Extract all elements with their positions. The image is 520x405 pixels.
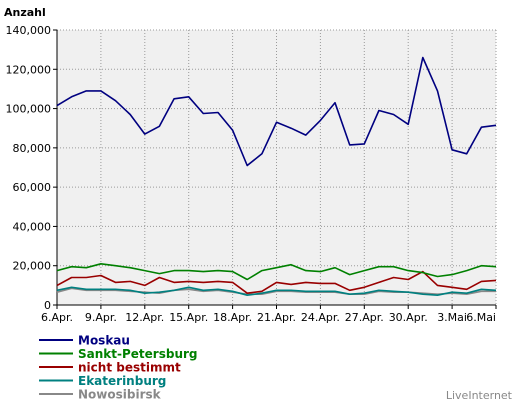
grid xyxy=(56,29,497,306)
y-tick-label: 100,000 xyxy=(6,103,52,116)
x-tick-label: 6.Mai xyxy=(466,311,496,324)
branding-label: LiveInternet xyxy=(446,389,513,402)
y-tick-label: 20,000 xyxy=(13,260,52,273)
x-tick-label: 21.Apr. xyxy=(257,311,296,324)
x-tick-label: 24.Apr. xyxy=(301,311,340,324)
plot-area xyxy=(57,30,496,305)
series-line-moskau xyxy=(56,56,497,167)
x-tick-label: 3.Mai xyxy=(437,311,467,324)
series-line-nowosibirsk xyxy=(56,287,496,296)
series-lines xyxy=(56,56,497,297)
series-line-nicht-bestimmt xyxy=(56,270,497,295)
y-tick-label: 60,000 xyxy=(13,181,52,194)
x-tick-label: 18.Apr. xyxy=(213,311,252,324)
y-axis-label: Anzahl xyxy=(4,6,46,19)
y-tick-label: 40,000 xyxy=(13,220,52,233)
x-tick-label: 12.Apr. xyxy=(125,311,164,324)
y-tick-label: 80,000 xyxy=(13,142,52,155)
x-tick-label: 6.Apr. xyxy=(41,311,73,324)
x-tick-label: 15.Apr. xyxy=(169,311,208,324)
series-line-sankt-petersburg xyxy=(56,262,497,281)
x-tick-label: 9.Apr. xyxy=(85,311,117,324)
legend-label-nicht-bestimmt: nicht bestimmt xyxy=(78,361,181,375)
legend-label-sankt-petersburg: Sankt-Petersburg xyxy=(78,347,198,361)
y-tick-label: 0 xyxy=(44,299,51,312)
y-ticks: 0 20,000 40,000 60,000 80,000 100,000 120,000 1… xyxy=(6,24,57,312)
x-ticks: 6.Apr. 9.Apr. 12.Apr. 15.Apr. 18.Apr. 21.Apr.… xyxy=(41,305,497,324)
y-tick-label: 120,000 xyxy=(6,63,52,76)
y-tick-label: 140,000 xyxy=(6,24,52,37)
legend-label-nowosibirsk: Nowosibirsk xyxy=(78,388,162,402)
x-tick-label: 30.Apr. xyxy=(389,311,428,324)
legend-label-ekaterinburg: Ekaterinburg xyxy=(78,374,166,388)
series-line-ekaterinburg xyxy=(56,286,497,297)
x-tick-label: 27.Apr. xyxy=(345,311,384,324)
legend-label-moskau: Moskau xyxy=(78,334,130,348)
